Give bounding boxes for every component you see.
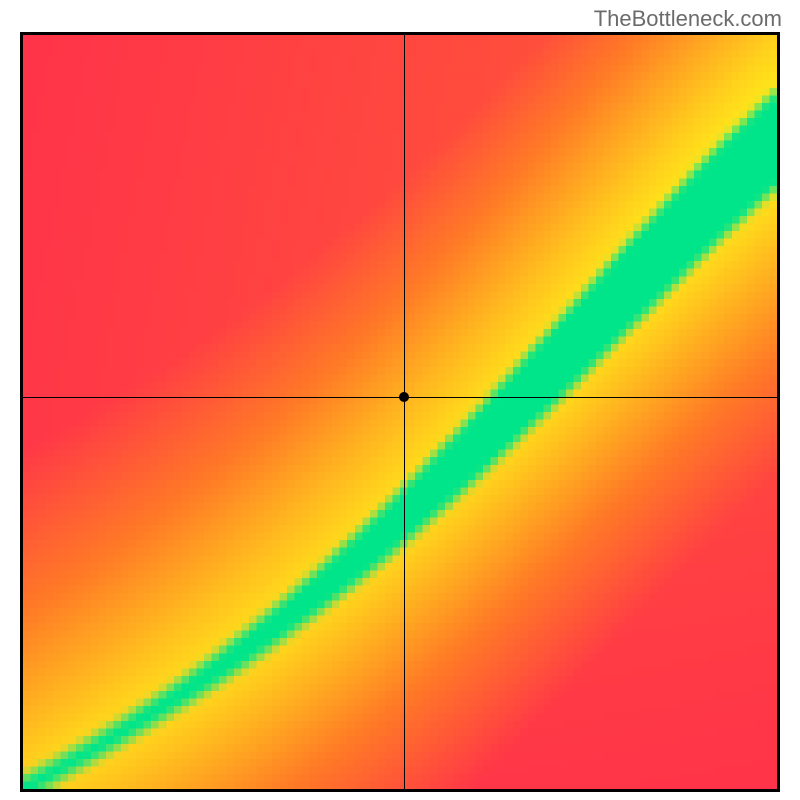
heatmap-canvas — [23, 35, 777, 789]
data-point — [399, 392, 409, 402]
watermark-text: TheBottleneck.com — [594, 6, 782, 32]
heatmap-plot — [20, 32, 780, 792]
crosshair-vertical — [404, 35, 405, 789]
